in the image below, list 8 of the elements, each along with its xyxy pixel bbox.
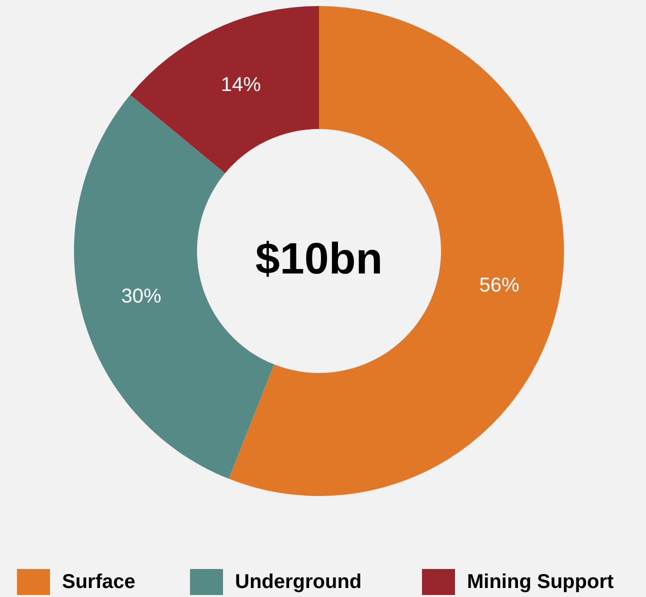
donut-slice (130, 6, 319, 174)
text: $10bn (255, 234, 383, 284)
data-label: 56% (479, 274, 520, 296)
legend-label: Surface (62, 571, 136, 593)
data-label: 14% (220, 74, 262, 96)
legend-label: Mining Support (467, 571, 614, 593)
data-label: 30% (121, 286, 162, 308)
legend-label: Underground (235, 571, 362, 593)
